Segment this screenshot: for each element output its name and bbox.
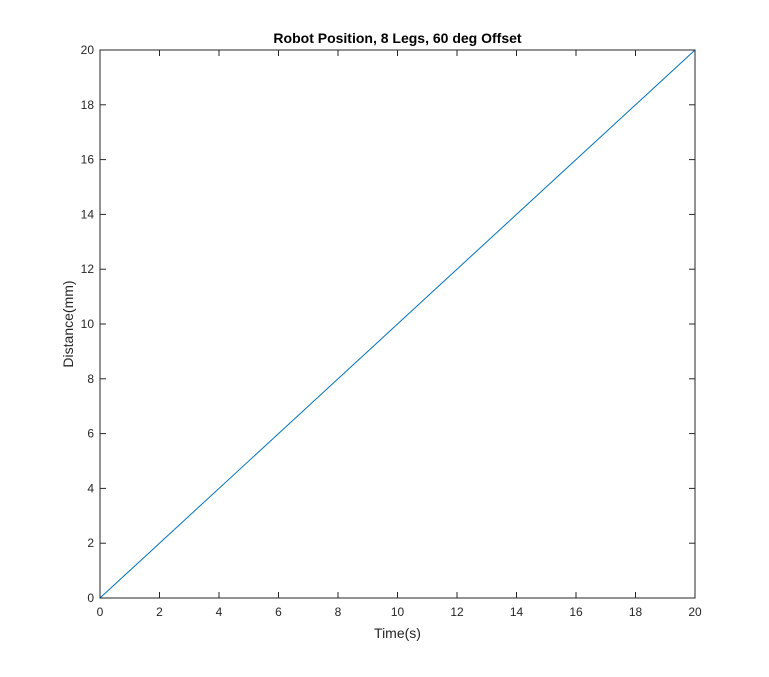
y-tick-labels: 0 2 4 6 8 10 12 14 16 18 20 [81, 43, 95, 605]
y-tick-label: 2 [87, 536, 94, 550]
y-tick-label: 0 [87, 591, 94, 605]
y-tick-label: 16 [81, 153, 95, 167]
x-tick-label: 10 [391, 605, 405, 619]
x-tick-labels: 0 2 4 6 8 10 12 14 16 18 20 [97, 605, 702, 619]
x-tick-label: 8 [335, 605, 342, 619]
y-tick-label: 4 [87, 481, 94, 495]
y-tick-label: 14 [81, 207, 95, 221]
x-tick-label: 4 [216, 605, 223, 619]
y-tick-label: 10 [81, 317, 95, 331]
axes-box [99, 49, 696, 599]
y-axis-label: Distance(mm) [60, 280, 76, 367]
series-layer [99, 49, 696, 599]
x-tick-label: 12 [450, 605, 464, 619]
x-tick-label: 0 [97, 605, 104, 619]
x-tick-label: 18 [629, 605, 643, 619]
y-tick-label: 20 [81, 43, 95, 57]
series-line [99, 49, 696, 599]
x-tick-label: 16 [569, 605, 583, 619]
x-tick-label: 6 [275, 605, 282, 619]
y-tick-label: 18 [81, 98, 95, 112]
x-tick-label: 20 [688, 605, 702, 619]
x-axis-label: Time(s) [374, 625, 421, 641]
y-tick-label: 8 [87, 372, 94, 386]
chart-title: Robot Position, 8 Legs, 60 deg Offset [273, 30, 521, 46]
y-tick-label: 12 [81, 262, 95, 276]
y-tick-label: 6 [87, 427, 94, 441]
x-tick-label: 14 [510, 605, 524, 619]
x-tick-label: 2 [156, 605, 163, 619]
